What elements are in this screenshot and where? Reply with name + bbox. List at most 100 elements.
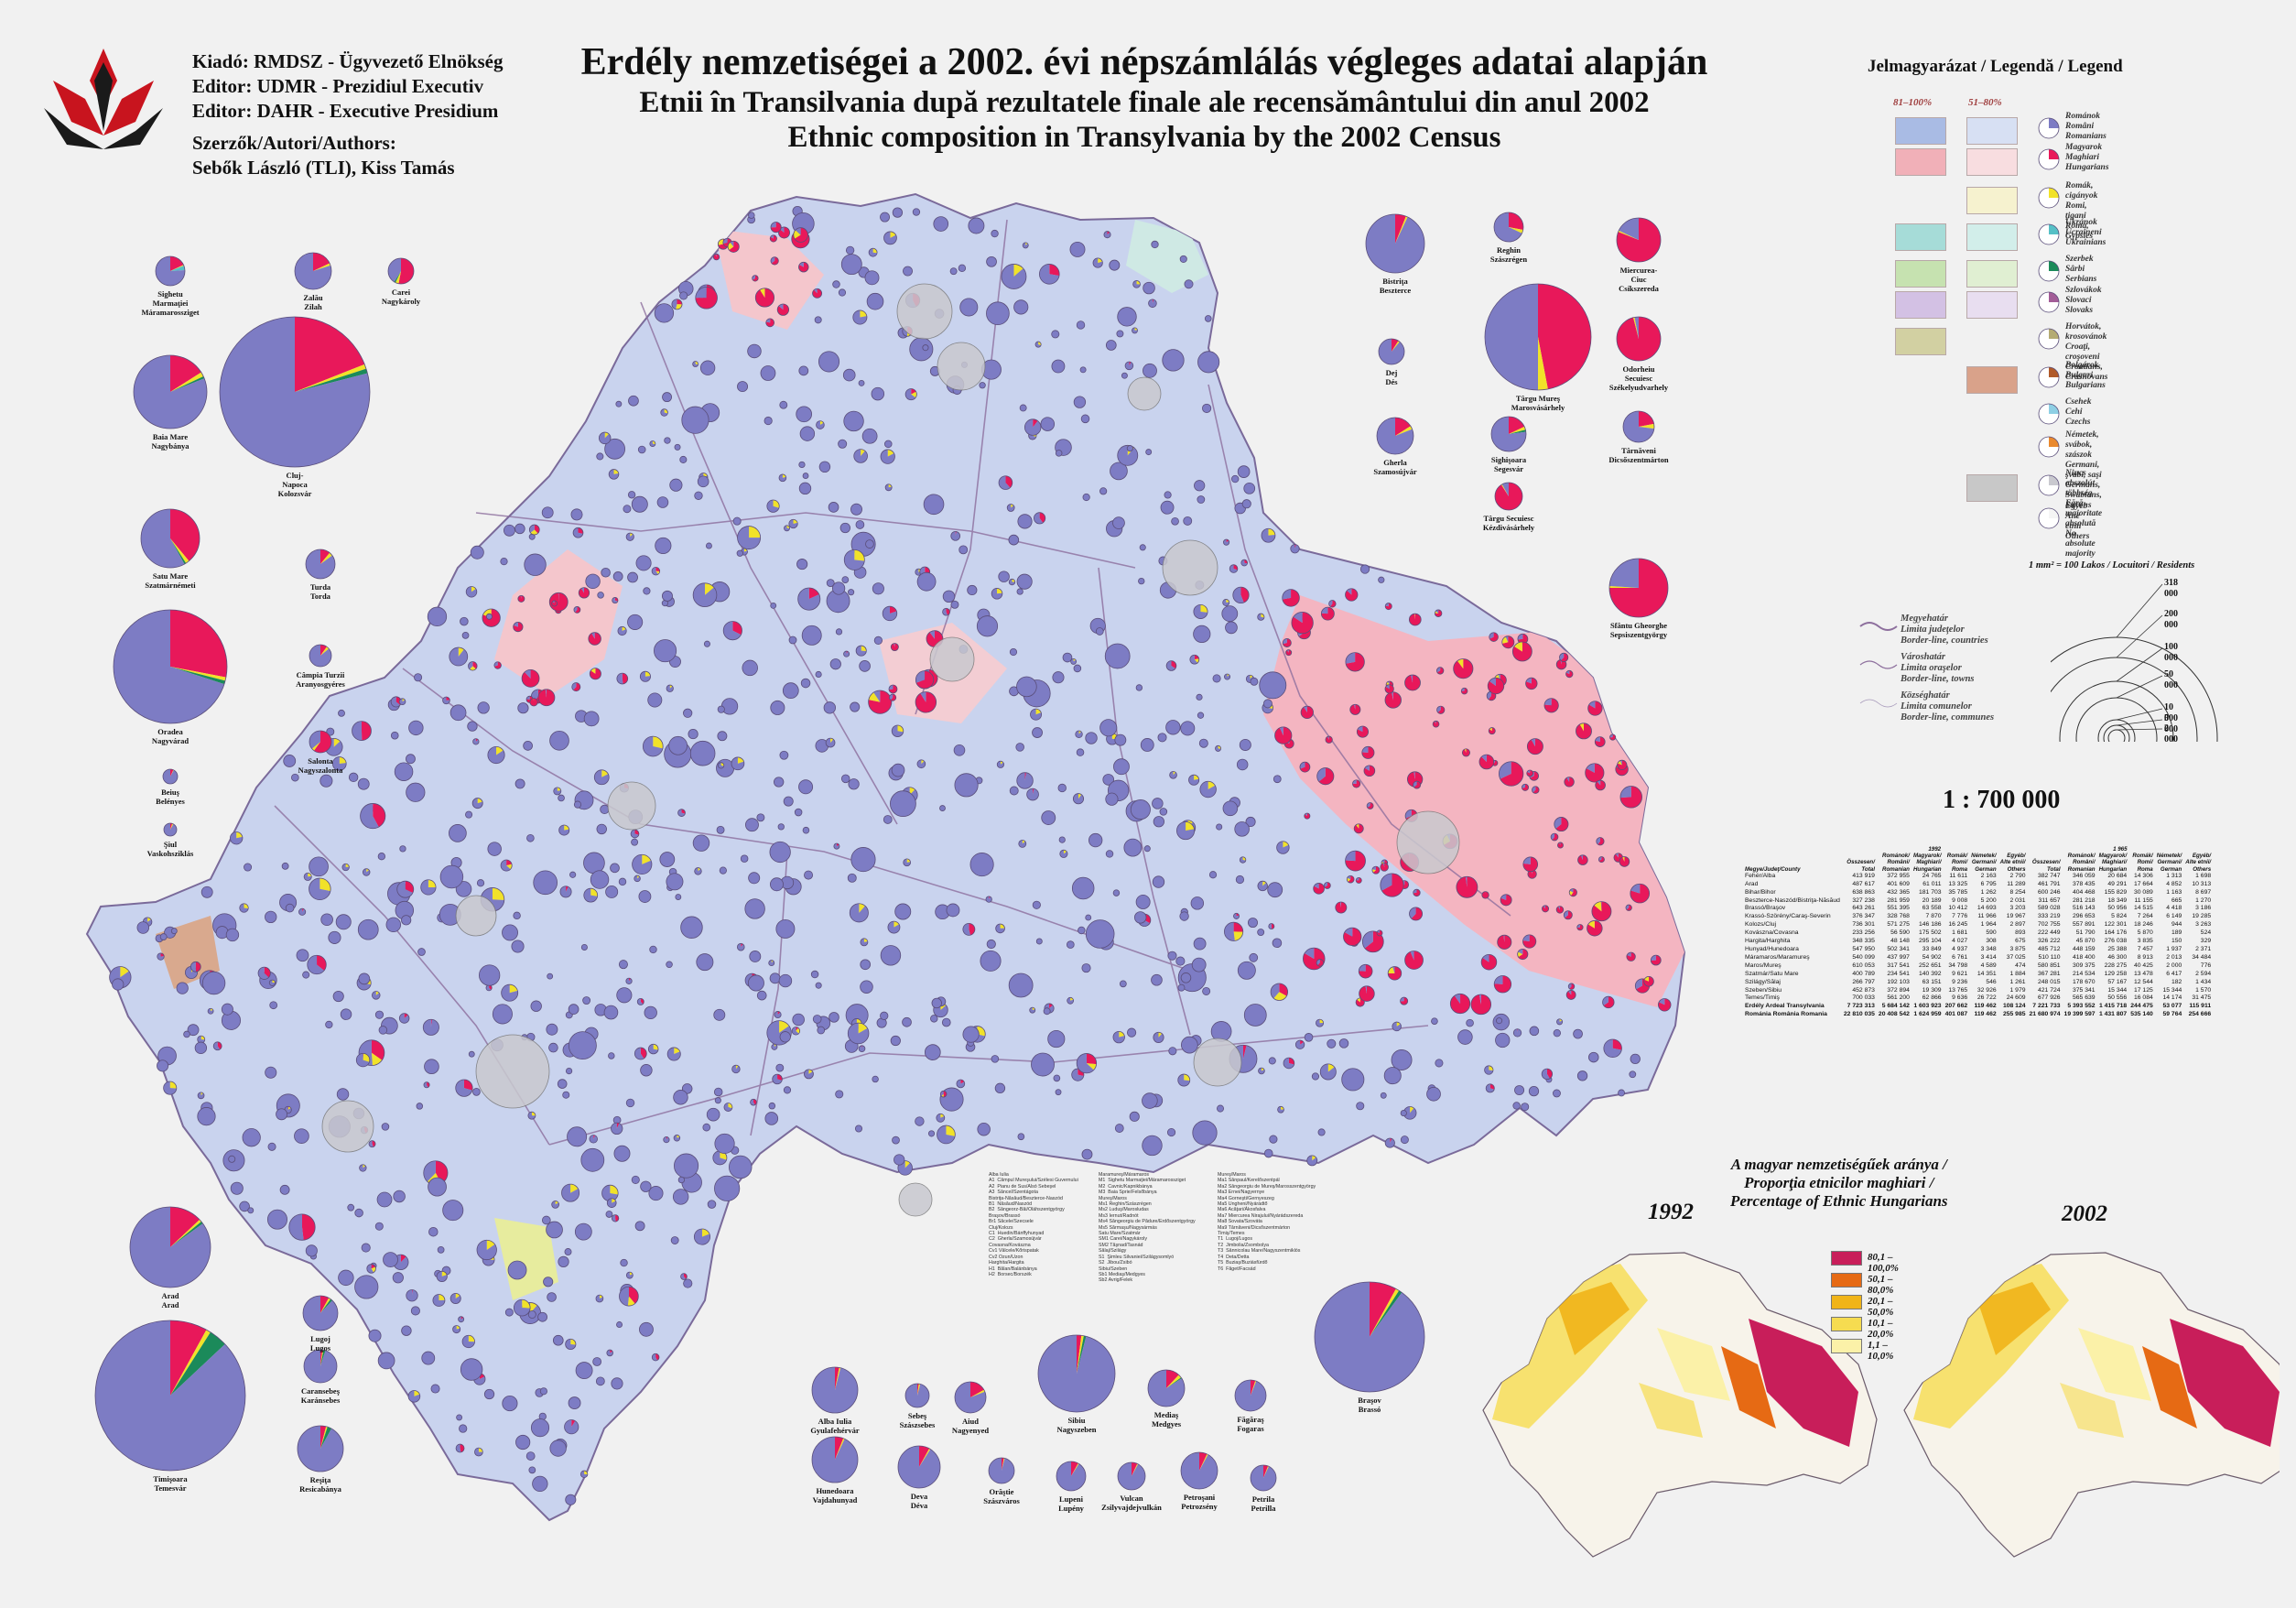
settlement-slice-romanian [1192,958,1207,972]
pie [778,973,793,988]
pie [1290,544,1300,554]
settlement-slice-romanian [638,890,651,903]
settlement-slice-hungarian [573,682,580,691]
settlement-slice-romanian [1131,799,1151,820]
pie [500,557,508,566]
pie [797,587,821,611]
pie-outline [1126,445,1133,452]
pie-outline [1499,761,1524,787]
pie [756,813,765,822]
pie [1105,850,1114,858]
pie [1234,1379,1267,1412]
settlement-slice-romanian [294,1128,309,1144]
pie-outline [398,1013,410,1024]
settlement-slice-romanian [1074,396,1086,408]
pie [768,960,775,967]
pie [113,609,228,724]
pie-outline [288,1213,316,1241]
pie-outline [608,1052,615,1059]
pie-outline [639,670,651,682]
pie [818,461,831,473]
settlement-slice-roma [1250,675,1253,679]
settlement-slice-romanian [594,1004,607,1016]
pie-slice-hungarian [170,509,200,561]
settlement-slice-romanian [1018,840,1026,848]
pie-outline [936,1113,946,1123]
pie-outline [459,1424,468,1433]
pie [1070,657,1078,665]
settlement-slice-hungarian [1086,1053,1097,1065]
pie [309,856,329,877]
pie [770,700,785,715]
settlement-slice-romanian [613,1146,631,1162]
pie-outline [561,1183,580,1202]
settlement-slice-romanian [1531,738,1535,747]
pie-outline [183,1030,190,1038]
settlement-slice-romanian [542,506,554,518]
pie [1345,588,1359,602]
city-pie-label: Mediaş Medgyes [1151,1410,1182,1429]
pie [882,605,898,622]
settlement-slice-romanian [873,690,881,702]
settlement-slice-romanian [575,1223,592,1241]
pie-outline [636,997,644,1005]
pie-outline [325,1020,333,1029]
pie [717,705,725,713]
pie-outline [1099,719,1118,737]
settlement-slice-romanian [408,1390,420,1403]
settlement-slice-romanian [1392,966,1395,973]
city-pie-label: Carei Nagykároly [381,288,421,306]
pie-outline [239,1201,250,1212]
pie-outline [1243,482,1256,494]
stat-cell: 192 103 [1887,978,1910,985]
pie [595,1294,604,1303]
pie [455,881,472,897]
pie-outline [1313,883,1325,895]
pie-outline [640,1180,652,1192]
pie-outline [977,1122,991,1136]
settlement-slice-romanian [850,903,869,922]
settlement-slice-romanian [1381,1092,1387,1099]
pie-outline [476,879,485,887]
settlement-slice-romanian [1017,1133,1024,1140]
pie-outline [541,1215,551,1225]
pie [398,1013,410,1024]
stat-cell: 561 200 [1887,994,1910,1002]
pie-slice-romanian [95,1320,246,1471]
settlement-slice-romanian [460,1358,482,1381]
pie [776,303,790,316]
pie-outline [1376,929,1383,937]
pie [553,787,562,796]
settlement-slice-hungarian [1522,784,1529,791]
pie-outline [528,1466,536,1474]
settlement-slice-romanian [1026,788,1039,800]
pie-outline [1193,937,1207,951]
pie [1609,733,1617,741]
pie-slice-roma [1395,216,1408,244]
settlement-slice-romanian [1233,913,1240,919]
pie-outline [524,553,547,576]
pie-outline [958,264,967,273]
pie [631,1175,640,1184]
city-pie-label: Sebeş Szászsebes [899,1411,936,1429]
pie-outline [1304,1033,1314,1042]
pie-outline [1556,1018,1564,1026]
settlement-slice-hungarian [666,1136,668,1140]
settlement-slice-romanian [472,738,480,745]
settlement-slice-romanian [674,444,681,451]
settlement-slice-romanian [764,417,773,425]
settlement-slice-romanian [309,856,329,876]
pie [320,913,333,927]
settlement-slice-romanian [933,216,948,232]
pie [398,698,406,706]
settlement-slice-romanian [1183,516,1192,526]
city-pie-label: Sighetu Marmaţiei Máramarossziget [141,289,200,317]
pie-outline [1263,1148,1273,1158]
pie-outline [1058,836,1066,843]
pie-outline [1250,1464,1277,1492]
settlement-slice-romanian [626,1099,634,1107]
pie-outline [1317,1128,1326,1136]
pie-slice-other [320,1298,333,1313]
pie [579,1470,589,1479]
settlement-slice-romanian [467,721,478,732]
